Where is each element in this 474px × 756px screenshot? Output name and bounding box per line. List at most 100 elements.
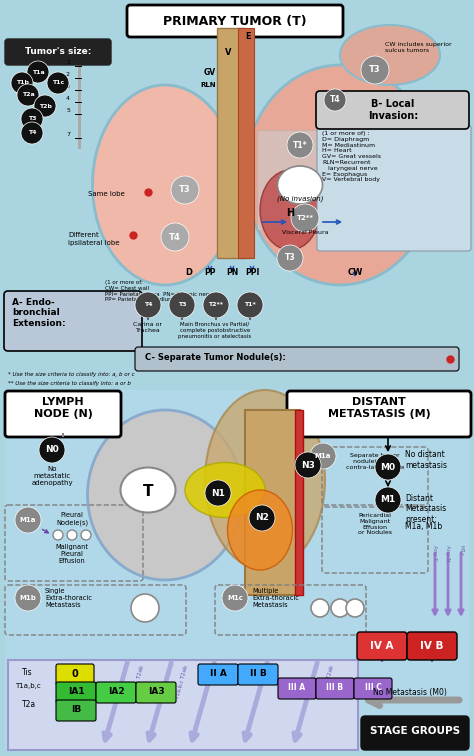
Text: * Use the size criteria to classify into: a, b or c: * Use the size criteria to classify into…	[8, 372, 135, 377]
Text: No distant
metastasis: No distant metastasis	[405, 451, 447, 469]
Text: Tumor's size:: Tumor's size:	[25, 47, 91, 56]
Text: D: D	[185, 268, 192, 277]
Ellipse shape	[260, 170, 320, 250]
Circle shape	[324, 89, 346, 111]
Circle shape	[161, 223, 189, 251]
Text: 5: 5	[66, 107, 70, 113]
Circle shape	[277, 245, 303, 271]
FancyBboxPatch shape	[5, 391, 121, 437]
Circle shape	[67, 530, 77, 540]
Circle shape	[375, 487, 401, 513]
Text: M1b: M1b	[19, 595, 36, 601]
FancyBboxPatch shape	[127, 5, 343, 37]
Bar	[5, 5, 469, 375]
Ellipse shape	[185, 463, 265, 518]
Circle shape	[295, 452, 321, 478]
Ellipse shape	[88, 410, 243, 580]
Circle shape	[346, 599, 364, 617]
Bar	[217, 28, 245, 258]
Text: CW: CW	[347, 268, 363, 277]
Text: T1a,b,c: T1a,b,c	[15, 683, 41, 689]
Text: M1a, M1b: M1a, M1b	[405, 522, 442, 531]
Circle shape	[169, 292, 195, 318]
Text: T2**: T2**	[209, 302, 224, 308]
FancyBboxPatch shape	[135, 347, 459, 371]
Ellipse shape	[340, 25, 440, 85]
Circle shape	[361, 56, 389, 84]
Text: T2b: T2b	[218, 665, 226, 676]
Text: RLN: RLN	[200, 82, 216, 88]
Text: No
metastatic
adenopathy: No metastatic adenopathy	[31, 466, 73, 486]
FancyBboxPatch shape	[354, 678, 392, 699]
Text: 1: 1	[66, 60, 70, 64]
Circle shape	[310, 443, 336, 469]
Circle shape	[135, 292, 161, 318]
Text: M1c: M1c	[458, 545, 464, 556]
Text: Different: Different	[68, 232, 99, 238]
Circle shape	[171, 176, 199, 204]
Text: T4: T4	[28, 131, 36, 135]
Text: (No invasion): (No invasion)	[277, 195, 323, 202]
Text: PP: PP	[204, 268, 216, 277]
Text: STAGE GROUPS: STAGE GROUPS	[370, 726, 460, 736]
Circle shape	[21, 108, 43, 130]
Text: N1: N1	[211, 488, 225, 497]
Text: M0: M0	[381, 463, 396, 472]
Bar	[257, 130, 372, 230]
Circle shape	[249, 505, 275, 531]
Text: IV B: IV B	[420, 641, 444, 651]
FancyBboxPatch shape	[136, 682, 176, 703]
Text: T1a,b,c T2ab: T1a,b,c T2ab	[175, 665, 189, 699]
Circle shape	[47, 72, 69, 94]
Bar	[8, 660, 358, 750]
Text: T2a: T2a	[22, 700, 36, 709]
Circle shape	[311, 599, 329, 617]
FancyBboxPatch shape	[278, 678, 316, 699]
Text: N3: N3	[301, 460, 315, 469]
Text: (1 or more of:
CW= Chest wall
PPI= Parietal pleura  PN= Phrenic nerve
PP= Pariet: (1 or more of: CW= Chest wall PPI= Parie…	[105, 280, 215, 302]
Bar	[5, 390, 469, 750]
Circle shape	[53, 530, 63, 540]
Text: II B: II B	[250, 669, 266, 678]
Text: Pericardial
Malignant
Effusion
or Nodules: Pericardial Malignant Effusion or Nodule…	[358, 513, 392, 535]
Ellipse shape	[228, 490, 292, 570]
Circle shape	[205, 480, 231, 506]
FancyBboxPatch shape	[316, 91, 469, 129]
FancyBboxPatch shape	[198, 664, 238, 685]
Text: Single
Extra-thoracic
Metastasis: Single Extra-thoracic Metastasis	[45, 588, 92, 608]
FancyBboxPatch shape	[287, 391, 471, 437]
Ellipse shape	[120, 467, 175, 513]
Text: Malignant
Pleural
Effusion: Malignant Pleural Effusion	[55, 544, 89, 564]
Circle shape	[237, 292, 263, 318]
Text: Carina or
Trachea: Carina or Trachea	[134, 322, 163, 333]
Circle shape	[331, 599, 349, 617]
FancyBboxPatch shape	[56, 700, 96, 721]
Circle shape	[81, 530, 91, 540]
Text: T1*: T1*	[244, 302, 256, 308]
Circle shape	[375, 454, 401, 480]
Text: 7: 7	[66, 132, 70, 137]
Circle shape	[291, 204, 319, 232]
Text: IA1: IA1	[68, 687, 84, 696]
Text: 3: 3	[66, 83, 70, 88]
Text: T2a: T2a	[22, 92, 34, 98]
Text: T4: T4	[144, 302, 152, 308]
Circle shape	[17, 84, 39, 106]
Text: III C: III C	[365, 683, 382, 692]
Text: II A: II A	[210, 669, 227, 678]
Circle shape	[15, 507, 41, 533]
FancyBboxPatch shape	[317, 125, 471, 251]
Text: T1a,b,c T2ab: T1a,b,c T2ab	[131, 665, 145, 699]
Circle shape	[27, 61, 49, 83]
Bar	[245, 410, 300, 595]
Text: ipsilateral lobe: ipsilateral lobe	[68, 240, 119, 246]
Text: IB: IB	[71, 705, 81, 714]
FancyBboxPatch shape	[56, 682, 96, 703]
Text: A- Endo-
bronchial
Extension:: A- Endo- bronchial Extension:	[12, 298, 65, 328]
Text: T4: T4	[169, 233, 181, 241]
FancyBboxPatch shape	[316, 678, 354, 699]
Bar	[295, 410, 303, 595]
Text: IV A: IV A	[370, 641, 394, 651]
Text: LYMPH
NODE (N): LYMPH NODE (N)	[34, 397, 92, 419]
Text: C- Separate Tumor Nodule(s):: C- Separate Tumor Nodule(s):	[145, 353, 286, 362]
